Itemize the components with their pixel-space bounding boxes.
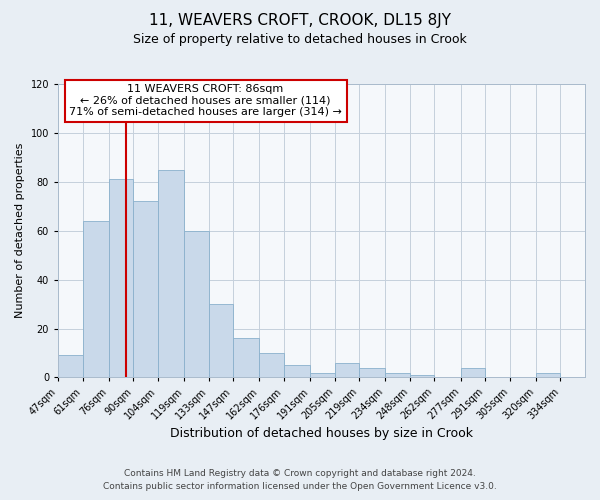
Bar xyxy=(536,372,560,378)
Bar xyxy=(310,372,335,378)
Bar xyxy=(233,338,259,378)
Bar xyxy=(209,304,233,378)
Bar xyxy=(335,362,359,378)
Text: Contains HM Land Registry data © Crown copyright and database right 2024.: Contains HM Land Registry data © Crown c… xyxy=(124,468,476,477)
Y-axis label: Number of detached properties: Number of detached properties xyxy=(15,143,25,318)
Bar xyxy=(461,368,485,378)
Bar xyxy=(184,230,209,378)
Bar xyxy=(284,365,310,378)
Bar xyxy=(83,221,109,378)
Bar xyxy=(410,375,434,378)
Bar xyxy=(109,180,133,378)
Bar xyxy=(158,170,184,378)
Bar xyxy=(259,353,284,378)
Text: Contains public sector information licensed under the Open Government Licence v3: Contains public sector information licen… xyxy=(103,482,497,491)
X-axis label: Distribution of detached houses by size in Crook: Distribution of detached houses by size … xyxy=(170,427,473,440)
Bar xyxy=(359,368,385,378)
Text: 11, WEAVERS CROFT, CROOK, DL15 8JY: 11, WEAVERS CROFT, CROOK, DL15 8JY xyxy=(149,12,451,28)
Bar xyxy=(385,372,410,378)
Text: Size of property relative to detached houses in Crook: Size of property relative to detached ho… xyxy=(133,32,467,46)
Text: 11 WEAVERS CROFT: 86sqm
← 26% of detached houses are smaller (114)
71% of semi-d: 11 WEAVERS CROFT: 86sqm ← 26% of detache… xyxy=(69,84,342,117)
Bar xyxy=(133,202,158,378)
Bar xyxy=(58,356,83,378)
